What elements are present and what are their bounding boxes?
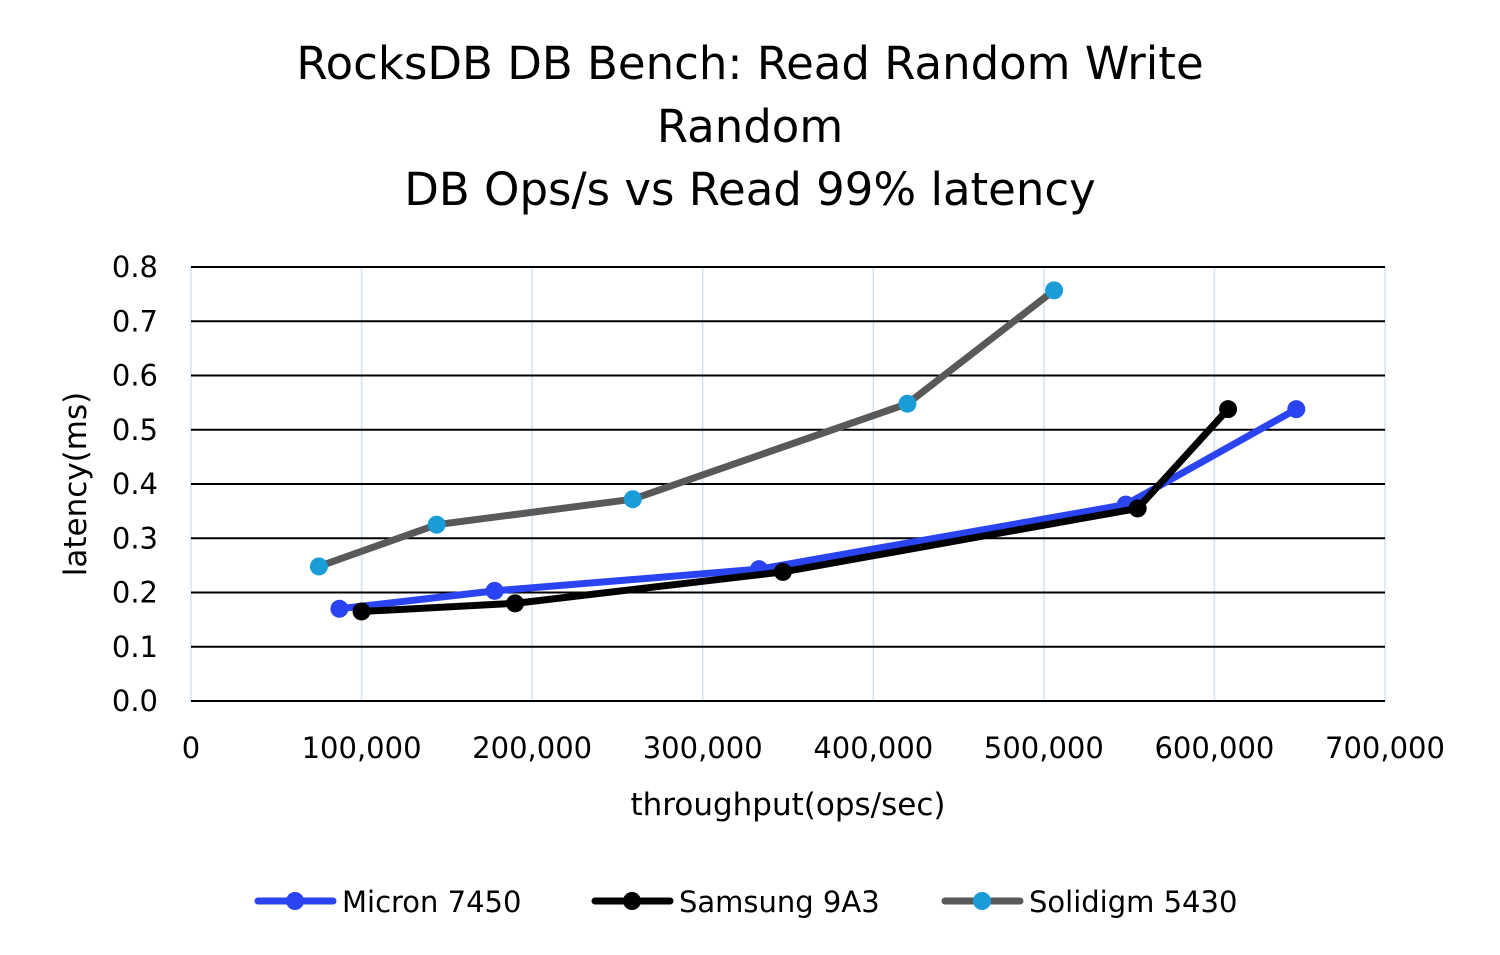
data-point: [427, 515, 446, 534]
y-tick-label: 0.7: [112, 304, 158, 338]
y-tick-label: 0.1: [112, 630, 158, 664]
data-point: [773, 562, 792, 581]
y-tick-label: 0.2: [112, 576, 158, 610]
data-point: [623, 490, 642, 509]
x-tick-label: 400,000: [813, 731, 933, 765]
legend-item-micron-7450: Micron 7450: [254, 885, 521, 919]
legend-label: Micron 7450: [342, 885, 521, 919]
horizontal-gridlines: [191, 266, 1385, 702]
chart-title-line-1: RocksDB DB Bench: Read Random Write: [296, 37, 1204, 90]
legend-item-solidigm-5430: Solidigm 5430: [941, 885, 1237, 919]
data-point: [898, 394, 917, 413]
data-point: [1219, 400, 1238, 419]
data-point: [1128, 499, 1147, 518]
data-point: [330, 599, 349, 618]
x-tick-label: 600,000: [1154, 731, 1274, 765]
chart-title-line-2: Random: [656, 100, 844, 153]
y-tick-label: 0.6: [112, 359, 158, 393]
y-tick-label: 0.5: [112, 413, 158, 447]
x-tick-label: 500,000: [984, 731, 1104, 765]
legend-marker-swatch: [286, 892, 304, 910]
legend-label: Solidigm 5430: [1029, 885, 1237, 919]
legend-marker-swatch: [623, 892, 641, 910]
x-tick-label: 700,000: [1325, 731, 1445, 765]
x-tick-label: 200,000: [472, 731, 592, 765]
y-tick-label: 0.8: [112, 250, 158, 284]
x-tick-label: 0: [182, 731, 200, 765]
legend-marker-swatch: [973, 892, 991, 910]
chart-title-line-3: DB Ops/s vs Read 99% latency: [404, 163, 1096, 216]
data-point: [1045, 281, 1064, 300]
series-solidigm-5430: [309, 281, 1064, 576]
x-tick-label: 100,000: [302, 731, 422, 765]
x-tick-label: 300,000: [643, 731, 763, 765]
chart-title: RocksDB DB Bench: Read Random Write Rand…: [0, 32, 1500, 221]
legend: Micron 7450 Samsung 9A3 Solidigm 5430: [254, 885, 1237, 919]
legend-item-samsung-9a3: Samsung 9A3: [591, 885, 880, 919]
y-tick-label: 0.4: [112, 467, 158, 501]
legend-label: Samsung 9A3: [679, 885, 880, 919]
y-tick-label: 0.0: [112, 684, 158, 718]
y-tick-labels: 0.0 0.1 0.2 0.3 0.4 0.5 0.6 0.7 0.8: [112, 250, 158, 718]
data-point: [485, 581, 504, 600]
data-point: [506, 594, 525, 613]
y-tick-label: 0.3: [112, 521, 158, 555]
data-point: [352, 602, 371, 621]
data-point: [309, 557, 328, 576]
series-samsung-9a3: [352, 400, 1238, 621]
data-point: [1287, 400, 1306, 419]
x-axis-title: throughput(ops/sec): [631, 787, 946, 823]
y-axis-title: latency(ms): [58, 392, 94, 576]
series-line: [335, 405, 1300, 613]
x-tick-labels: 0 100,000 200,000 300,000 400,000 500,000 600,…: [182, 731, 1445, 765]
series-layer: [309, 281, 1306, 621]
